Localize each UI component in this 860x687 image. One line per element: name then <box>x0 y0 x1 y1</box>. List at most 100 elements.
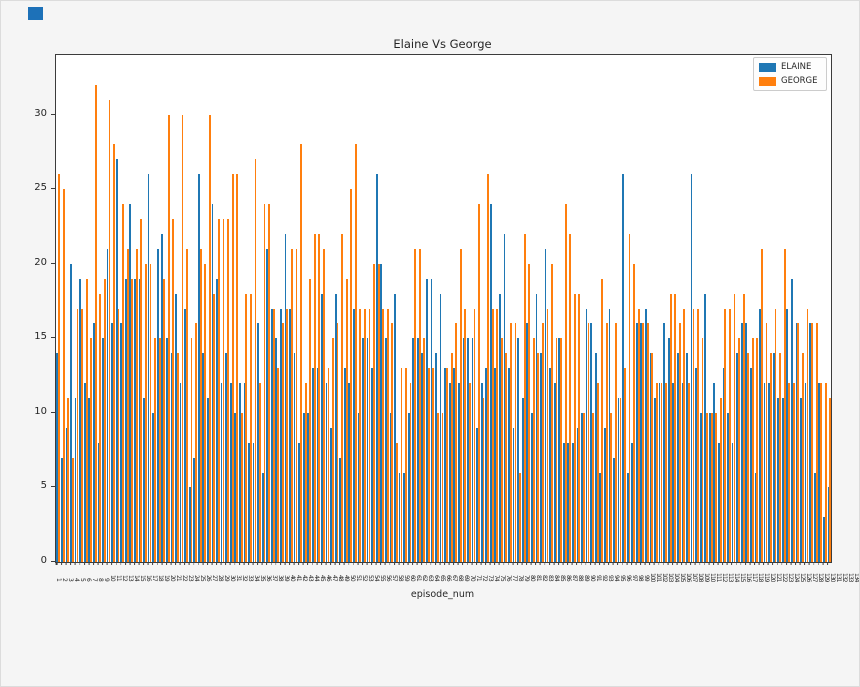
x-tick-label: 124 <box>793 572 800 581</box>
bar-group <box>581 55 586 562</box>
george-bar <box>738 338 740 562</box>
elaine-bar <box>426 278 428 562</box>
x-tick-label: 78 <box>517 575 524 581</box>
george-bar <box>131 278 134 562</box>
elaine-bar <box>165 338 168 562</box>
bar-group <box>426 55 431 562</box>
elaine-bar <box>270 308 273 562</box>
x-tick-label: 108 <box>697 572 704 581</box>
george-bar <box>350 189 353 562</box>
george-bar <box>473 308 476 562</box>
george-bar <box>569 233 572 562</box>
plot-area <box>55 54 832 563</box>
bar-group <box>156 55 161 562</box>
george-bar <box>824 383 827 562</box>
george-bar <box>555 338 558 562</box>
george-bar <box>478 204 480 562</box>
george-bar <box>67 397 70 562</box>
elaine-bar <box>544 248 547 562</box>
bar-group <box>494 55 499 562</box>
bar-group <box>170 55 175 562</box>
x-tick-label: 102 <box>661 572 668 581</box>
george-bar <box>665 383 667 562</box>
bar-group <box>88 55 93 562</box>
bar-group <box>147 55 152 562</box>
bar-group <box>499 55 504 562</box>
bar-group <box>375 55 380 562</box>
elaine-bar <box>92 323 95 562</box>
elaine-bar <box>316 368 319 562</box>
x-tick-label: 123 <box>787 572 794 581</box>
bar-group <box>229 55 234 562</box>
george-bar <box>587 323 590 562</box>
bar-group <box>384 55 390 562</box>
george-bar <box>532 338 535 562</box>
x-tick-label: 107 <box>691 572 698 581</box>
elaine-bar <box>676 353 679 562</box>
george-bar <box>774 308 777 562</box>
elaine-bar <box>617 397 620 562</box>
george-bar <box>94 84 97 562</box>
george-bar <box>779 353 782 562</box>
bar-group <box>188 55 193 562</box>
elaine-bar <box>353 308 355 562</box>
george-bar <box>427 368 430 562</box>
bar-group <box>745 55 750 562</box>
george-bar <box>386 308 389 562</box>
george-bar <box>368 308 371 562</box>
x-tick-label: 130 <box>829 572 836 581</box>
george-bar <box>231 174 234 562</box>
x-tick-labels: 1 2 3 4 5 6 7 8 9 10 11 12 13 14 15 16 17 18 19 20 21 22 23 24 2… <box>55 566 859 596</box>
x-tick-label: 9 <box>103 578 110 581</box>
george-bar <box>199 248 202 562</box>
bar-group <box>61 55 66 562</box>
x-tick-label: 56 <box>385 575 392 581</box>
elaine-bar <box>526 323 529 562</box>
george-bar <box>482 397 485 562</box>
bar-group <box>722 55 727 562</box>
elaine-bar <box>307 412 310 562</box>
elaine-bar <box>197 174 200 562</box>
george-bar <box>72 457 74 562</box>
george-bar <box>496 308 499 562</box>
bar-group <box>467 55 472 562</box>
bar-group <box>813 55 818 562</box>
elaine-bar <box>152 412 155 562</box>
x-tick-label: 111 <box>715 572 722 581</box>
george-bar <box>277 368 280 562</box>
bar-group <box>152 55 157 562</box>
elaine-bar <box>348 383 351 562</box>
george-bar <box>683 308 686 562</box>
x-tick-label: 94 <box>613 575 620 581</box>
bar-group <box>211 55 216 562</box>
bar-group <box>809 55 814 562</box>
bar-group <box>590 55 595 562</box>
bar-group <box>521 55 526 562</box>
bar-group <box>398 55 403 562</box>
george-bar <box>254 159 257 562</box>
bar-group <box>70 55 75 562</box>
elaine-bar <box>686 353 688 562</box>
bar-group <box>681 55 686 562</box>
elaine-bar <box>781 397 784 562</box>
bar-group <box>508 55 513 562</box>
elaine-bar <box>772 353 775 562</box>
x-tick-label: 59 <box>403 575 410 581</box>
bar-group <box>106 55 111 562</box>
bar-group <box>366 55 371 562</box>
george-bar <box>181 114 184 562</box>
bar-group <box>599 55 604 562</box>
elaine-bar <box>120 323 123 562</box>
legend-row-elaine: ELAINE <box>759 62 821 72</box>
bar-group <box>517 55 522 562</box>
bar-group <box>97 55 102 562</box>
elaine-bar <box>489 204 492 562</box>
x-tick-label: 90 <box>589 575 596 581</box>
george-bar <box>523 233 526 562</box>
elaine-bar <box>252 442 255 562</box>
elaine-bar <box>430 278 433 562</box>
george-bar <box>770 353 772 562</box>
elaine-bar <box>225 353 228 562</box>
bar-group <box>553 55 558 562</box>
george-bar <box>637 308 640 562</box>
